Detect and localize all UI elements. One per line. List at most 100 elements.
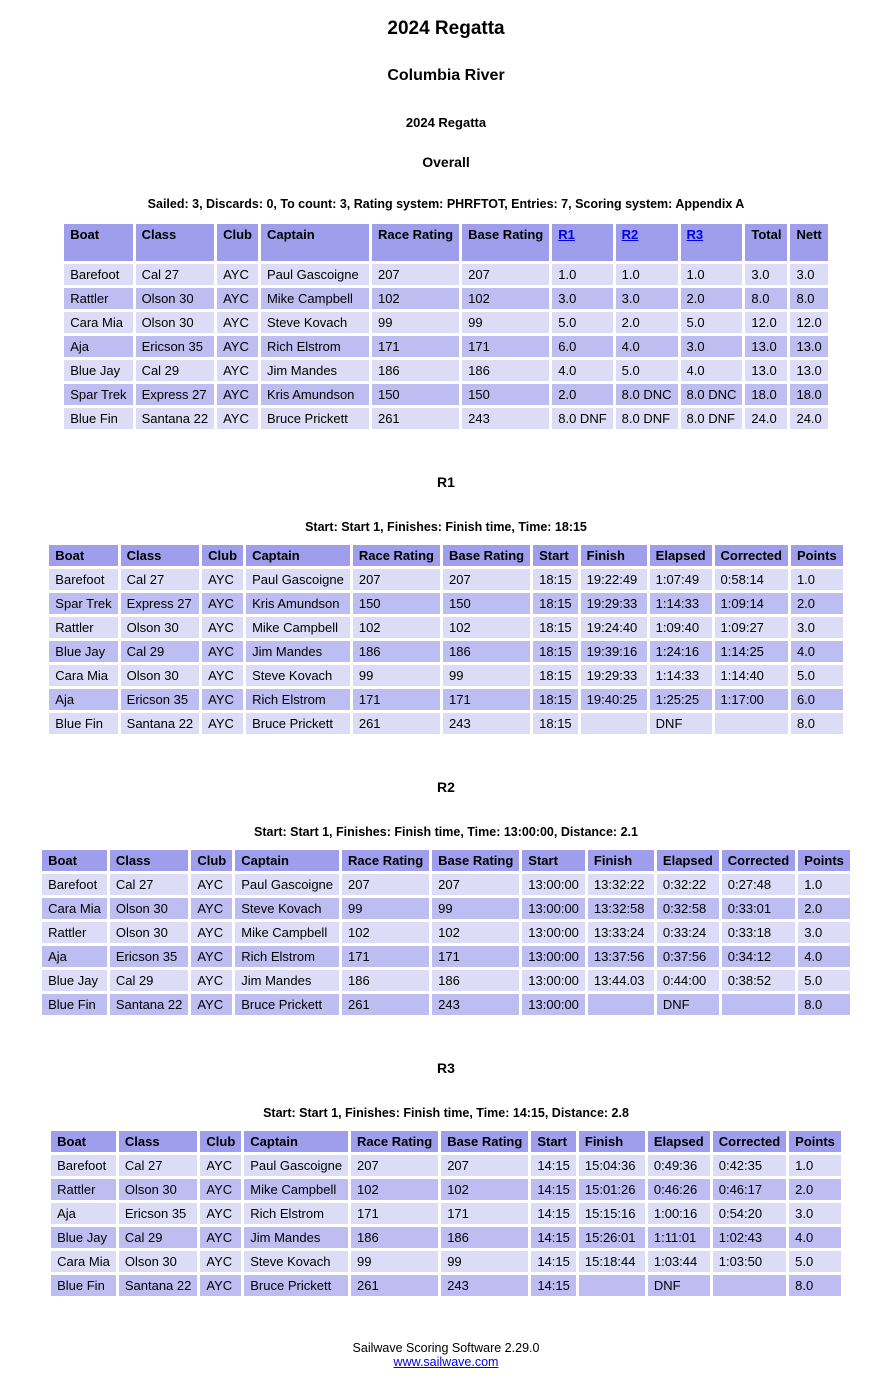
column-header-corrected: Corrected — [712, 1131, 787, 1152]
column-header-boat: Boat — [42, 850, 107, 871]
cell-base-rating: 207 — [462, 264, 550, 285]
cell-points: 8.0 — [790, 713, 843, 734]
cell-captain: Rich Elstrom — [235, 946, 340, 967]
cell-club: AYC — [217, 288, 258, 309]
cell-captain: Mike Campbell — [260, 288, 369, 309]
cell-base-rating: 99 — [432, 898, 520, 919]
table-row: Aja Ericson 35 AYC Rich Elstrom 171 171 13:00:… — [42, 946, 850, 967]
cell-r1: 8.0 DNF — [552, 408, 613, 429]
cell-boat: Aja — [49, 689, 118, 710]
cell-r2: 8.0 DNC — [615, 384, 678, 405]
cell-corrected: 0:58:14 — [714, 569, 788, 590]
cell-club: AYC — [217, 264, 258, 285]
cell-club: AYC — [202, 689, 244, 710]
table-row: Cara Mia Olson 30 AYC Steve Kovach 99 99 18:15… — [49, 665, 843, 686]
cell-race-rating: 99 — [342, 898, 430, 919]
header-row: Boat Class Club Captain Race Rating Base Rati… — [64, 224, 828, 261]
cell-corrected: 1:09:14 — [714, 593, 788, 614]
cell-class: Olson 30 — [120, 665, 200, 686]
column-header-points: Points — [789, 1131, 841, 1152]
race-link-r1[interactable]: R1 — [558, 227, 575, 242]
cell-class: Santana 22 — [135, 408, 215, 429]
cell-start: 14:15 — [531, 1155, 576, 1176]
column-header-elapsed: Elapsed — [647, 1131, 710, 1152]
race-link-r3[interactable]: R3 — [686, 227, 704, 242]
cell-points: 5.0 — [798, 970, 850, 991]
cell-base-rating: 243 — [441, 1275, 529, 1296]
cell-captain: Rich Elstrom — [246, 689, 350, 710]
cell-total: 13.0 — [745, 360, 788, 381]
column-header-boat: Boat — [49, 545, 118, 566]
table-row: Blue Fin Santana 22 AYC Bruce Prickett 261 24… — [42, 994, 850, 1015]
cell-class: Santana 22 — [109, 994, 189, 1015]
column-header-class: Class — [109, 850, 189, 871]
cell-boat: Rattler — [49, 617, 118, 638]
cell-captain: Rich Elstrom — [244, 1203, 349, 1224]
cell-start: 14:15 — [531, 1275, 576, 1296]
column-header-elapsed: Elapsed — [656, 850, 719, 871]
cell-club: AYC — [217, 336, 258, 357]
cell-total: 13.0 — [745, 336, 788, 357]
cell-base-rating: 171 — [432, 946, 520, 967]
sailwave-link[interactable]: www.sailwave.com — [393, 1355, 499, 1369]
cell-base-rating: 186 — [432, 970, 520, 991]
cell-race-rating: 186 — [371, 360, 460, 381]
cell-class: Cal 29 — [135, 360, 215, 381]
column-header-club: Club — [191, 850, 233, 871]
cell-club: AYC — [217, 312, 258, 333]
cell-elapsed: 1:07:49 — [649, 569, 712, 590]
column-header-class: Class — [120, 545, 200, 566]
cell-points: 2.0 — [798, 898, 850, 919]
table-row: Barefoot Cal 27 AYC Paul Gascoigne 207 207 13:… — [42, 874, 850, 895]
cell-captain: Steve Kovach — [246, 665, 350, 686]
column-header-points: Points — [798, 850, 850, 871]
cell-finish: 13:32:22 — [587, 874, 654, 895]
column-header-race-rating: Race Rating — [351, 1131, 439, 1152]
cell-captain: Jim Mandes — [244, 1227, 349, 1248]
cell-start: 18:15 — [533, 665, 578, 686]
cell-elapsed: 1:14:33 — [649, 593, 712, 614]
cell-captain: Bruce Prickett — [260, 408, 369, 429]
cell-base-rating: 102 — [432, 922, 520, 943]
cell-start: 13:00:00 — [522, 898, 585, 919]
cell-points: 5.0 — [790, 665, 843, 686]
cell-elapsed: 1:24:16 — [649, 641, 712, 662]
cell-captain: Steve Kovach — [260, 312, 369, 333]
table-row: Barefoot Cal 27 AYC Paul Gascoigne 207 207 18:… — [49, 569, 843, 590]
cell-corrected: 1:09:27 — [714, 617, 788, 638]
cell-club: AYC — [191, 922, 233, 943]
column-header-class: Class — [118, 1131, 198, 1152]
cell-nett: 13.0 — [790, 336, 828, 357]
cell-club: AYC — [191, 970, 233, 991]
cell-r1: 1.0 — [552, 264, 613, 285]
cell-nett: 3.0 — [790, 264, 828, 285]
cell-club: AYC — [202, 665, 244, 686]
cell-r3: 1.0 — [680, 264, 743, 285]
cell-elapsed: 1:00:16 — [647, 1203, 710, 1224]
cell-nett: 24.0 — [790, 408, 828, 429]
cell-base-rating: 150 — [442, 593, 531, 614]
cell-boat: Blue Fin — [42, 994, 107, 1015]
cell-class: Ericson 35 — [120, 689, 200, 710]
cell-captain: Jim Mandes — [260, 360, 369, 381]
table-row: Blue Jay Cal 29 AYC Jim Mandes 186 186 18:15 19… — [49, 641, 843, 662]
cell-finish — [578, 1275, 645, 1296]
cell-base-rating: 99 — [442, 665, 531, 686]
cell-finish — [580, 713, 647, 734]
race-link-r2[interactable]: R2 — [621, 227, 639, 242]
cell-boat: Barefoot — [64, 264, 133, 285]
cell-class: Express 27 — [135, 384, 215, 405]
cell-race-rating: 150 — [371, 384, 460, 405]
column-header-race-rating: Race Rating — [342, 850, 430, 871]
table-row: Barefoot Cal 27 AYC Paul Gascoigne 207 207 14:… — [51, 1155, 841, 1176]
cell-race-rating: 207 — [371, 264, 460, 285]
column-header-captain: Captain — [235, 850, 340, 871]
cell-start: 13:00:00 — [522, 922, 585, 943]
cell-r1: 6.0 — [552, 336, 613, 357]
cell-boat: Blue Jay — [51, 1227, 116, 1248]
cell-captain: Paul Gascoigne — [260, 264, 369, 285]
cell-boat: Blue Jay — [49, 641, 118, 662]
cell-corrected: 0:46:17 — [712, 1179, 787, 1200]
cell-race-rating: 261 — [371, 408, 460, 429]
cell-points: 8.0 — [798, 994, 850, 1015]
